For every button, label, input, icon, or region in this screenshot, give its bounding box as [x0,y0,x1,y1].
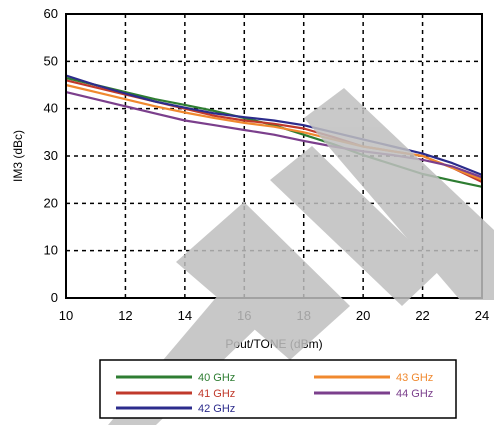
x-tick-label: 24 [475,308,489,323]
watermark-stroke [176,202,350,360]
x-tick-label: 10 [59,308,73,323]
x-tick-label: 12 [118,308,132,323]
legend-label: 41 GHz [198,388,235,400]
watermark-stroke [270,146,440,306]
y-tick-label: 60 [44,6,58,21]
x-tick-label: 14 [178,308,192,323]
legend: 40 GHz 41 GHz 42 GHz 43 GHz 44 GHz [99,359,457,419]
legend-label: 42 GHz [198,403,235,415]
y-tick-label: 50 [44,53,58,68]
legend-label: 43 GHz [396,372,433,384]
watermark [108,88,494,425]
y-axis-label: IM3 (dBc) [11,130,25,182]
y-tick-label: 40 [44,101,58,116]
legend-label: 44 GHz [396,388,433,400]
series-line-42-ghz [65,74,483,176]
y-tick-label: 30 [44,148,58,163]
y-tick-label: 10 [44,243,58,258]
x-tick-label: 20 [356,308,370,323]
x-tick-label: 22 [415,308,429,323]
legend-label: 40 GHz [198,372,235,384]
y-tick-label: 0 [51,290,58,305]
y-tick-label: 20 [44,195,58,210]
watermark-stroke [304,88,494,300]
